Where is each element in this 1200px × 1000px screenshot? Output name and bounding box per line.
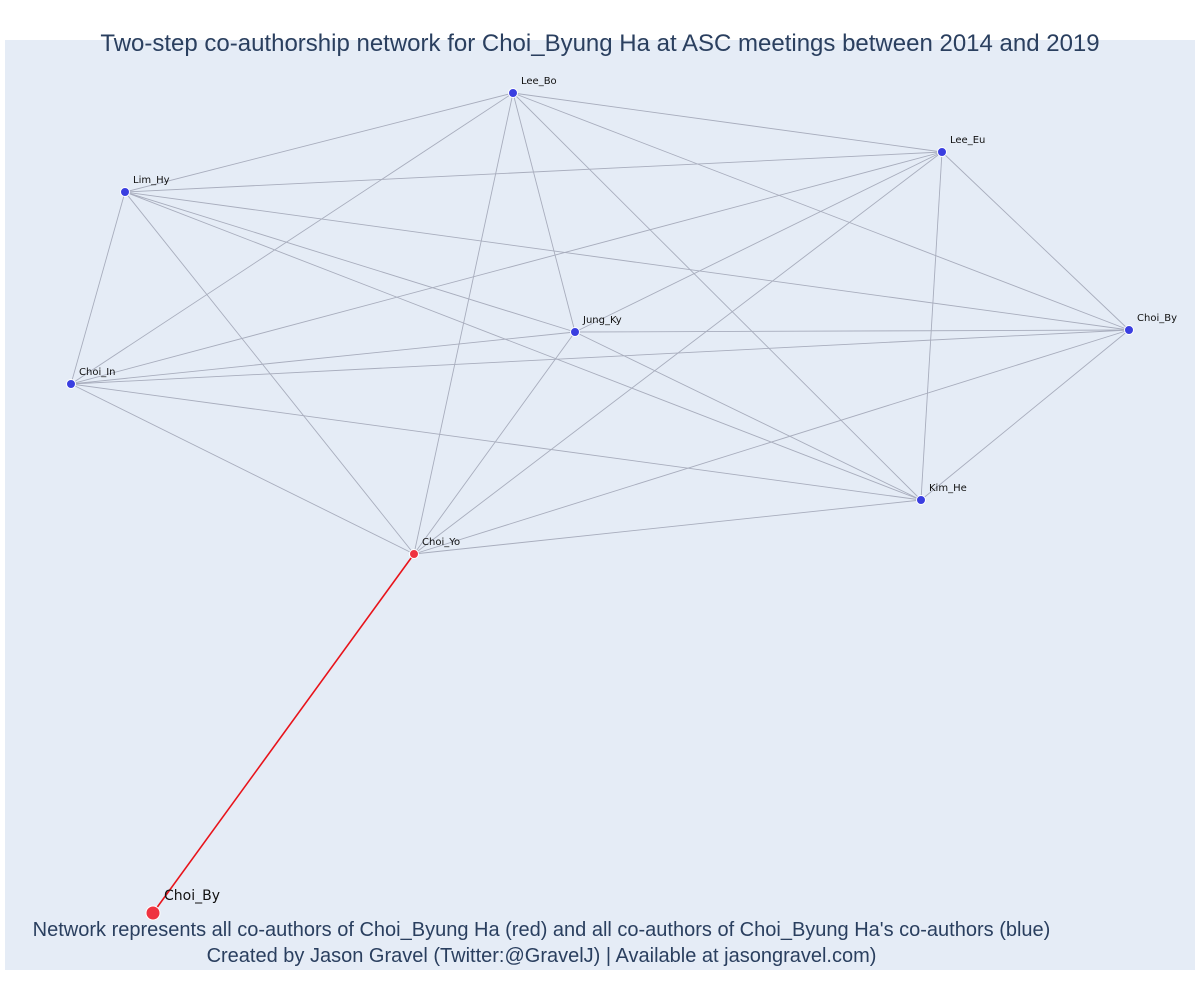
edge-lee_bo-kim_he [512, 92, 922, 501]
edge-lee_eu-lim_hy [124, 151, 943, 193]
edge-lim_hy-choi_in [70, 191, 126, 385]
node-kim_he[interactable] [916, 495, 926, 505]
edge-choi_yo-lee_bo [413, 92, 514, 555]
node-jung_ky[interactable] [570, 327, 580, 337]
edge-choi_yo-jung_ky [413, 331, 576, 555]
caption-description: Network represents all co-authors of Cho… [32, 919, 1051, 941]
edge-lim_hy-choi_by2 [124, 191, 1130, 331]
node-label-jung_ky: Jung_Ky [582, 315, 622, 326]
edge-choi_in-kim_he [70, 383, 922, 501]
node-lee_eu[interactable] [937, 147, 947, 157]
labels-layer: Choi_By Choi_Yo Lee_Bo Lee_Eu Lim_Hy Jung_Ky C… [79, 76, 1177, 904]
edge-lee_eu-kim_he [920, 151, 943, 501]
edge-lee_bo-jung_ky [512, 92, 576, 333]
edge-choi_yo-kim_he [413, 499, 922, 555]
edge-lee_eu-jung_ky [574, 151, 943, 333]
edge-lee_eu-choi_in [70, 151, 943, 385]
node-label-lim_hy: Lim_Hy [133, 175, 170, 186]
edge-choi_by2-kim_he [920, 329, 1130, 501]
node-choi_by2[interactable] [1124, 325, 1134, 335]
edge-lee_eu-choi_by2 [941, 151, 1130, 331]
edge-lee_bo-choi_in [70, 92, 514, 385]
node-lee_bo[interactable] [508, 88, 518, 98]
edge-jung_ky-choi_by2 [574, 329, 1130, 333]
edge-lim_hy-jung_ky [124, 191, 576, 333]
node-label-focal: Choi_By [164, 888, 220, 904]
node-choi_in[interactable] [66, 379, 76, 389]
node-label-lee_eu: Lee_Eu [950, 135, 985, 146]
node-label-choi_yo: Choi_Yo [422, 537, 460, 548]
node-lim_hy[interactable] [120, 187, 130, 197]
edge-choi_yo-lim_hy [124, 191, 415, 555]
node-label-kim_he: Kim_He [929, 483, 967, 494]
edges-layer [70, 92, 1130, 914]
plot-area [5, 40, 1195, 970]
edge-choi_yo-choi_in [70, 383, 415, 555]
chart-title: Two-step co-authorship network for Choi_… [100, 30, 1100, 57]
edge-focal-choi_yo [152, 553, 415, 914]
caption-credit: Created by Jason Gravel (Twitter:@Gravel… [206, 945, 877, 967]
node-focal[interactable] [145, 905, 161, 921]
node-label-choi_in: Choi_In [79, 367, 116, 378]
node-label-lee_bo: Lee_Bo [521, 76, 557, 87]
edge-lee_bo-lim_hy [124, 92, 514, 193]
node-label-choi_by2: Choi_By [1137, 313, 1177, 324]
edge-jung_ky-kim_he [574, 331, 922, 501]
node-choi_yo[interactable] [409, 549, 419, 559]
edge-choi_by2-choi_in [70, 329, 1130, 385]
edge-jung_ky-choi_in [70, 331, 576, 385]
nodes-layer [66, 88, 1134, 921]
edge-lee_bo-lee_eu [512, 92, 943, 153]
edge-lim_hy-kim_he [124, 191, 922, 501]
